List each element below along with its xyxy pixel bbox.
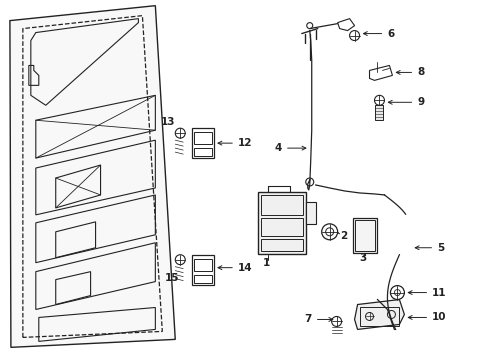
Bar	[305, 202, 315, 224]
Text: 2: 2	[339, 231, 346, 241]
Bar	[261, 239, 302, 251]
Bar	[194, 259, 212, 271]
Bar	[194, 275, 212, 283]
Text: 1: 1	[263, 258, 270, 268]
Text: 11: 11	[431, 288, 446, 298]
Text: 13: 13	[160, 117, 175, 127]
Bar	[352, 218, 377, 253]
Text: 8: 8	[416, 67, 424, 77]
Bar	[354, 220, 375, 251]
Bar	[261, 218, 302, 236]
Bar	[258, 192, 305, 254]
Bar	[359, 306, 399, 327]
Bar	[194, 148, 212, 156]
Text: 4: 4	[274, 143, 281, 153]
Text: 14: 14	[238, 263, 252, 273]
Text: 7: 7	[304, 314, 311, 324]
Text: 12: 12	[238, 138, 252, 148]
Text: 9: 9	[416, 97, 424, 107]
Text: 6: 6	[386, 28, 394, 39]
Bar	[192, 255, 214, 285]
Polygon shape	[354, 300, 404, 329]
Bar	[375, 105, 383, 120]
Text: 3: 3	[359, 253, 366, 263]
Polygon shape	[10, 6, 175, 347]
Text: 15: 15	[165, 273, 180, 283]
Text: 5: 5	[436, 243, 444, 253]
Bar	[192, 128, 214, 158]
Text: 10: 10	[431, 312, 446, 323]
Bar	[261, 195, 302, 215]
Bar	[194, 132, 212, 144]
